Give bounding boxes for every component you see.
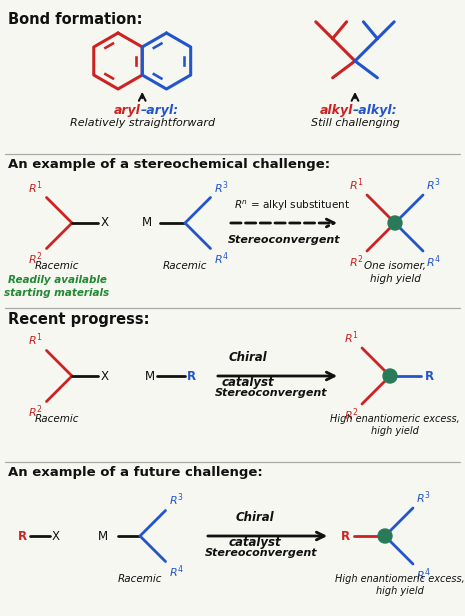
Text: –aryl:: –aryl: xyxy=(140,104,179,117)
Text: High enantiomeric excess,: High enantiomeric excess, xyxy=(330,414,460,424)
Text: Bond formation:: Bond formation: xyxy=(8,12,142,27)
Text: $\mathit{R}^4$: $\mathit{R}^4$ xyxy=(416,566,431,583)
Text: $R^n$ = alkyl substituent: $R^n$ = alkyl substituent xyxy=(234,198,350,213)
Text: alkyl: alkyl xyxy=(319,104,353,117)
Text: Racemic: Racemic xyxy=(35,261,79,271)
Text: Chiral: Chiral xyxy=(236,511,274,524)
Text: M: M xyxy=(145,370,155,383)
Text: $\mathit{R}^3$: $\mathit{R}^3$ xyxy=(426,176,441,193)
Text: catalyst: catalyst xyxy=(229,536,281,549)
Text: R: R xyxy=(187,370,196,383)
Text: An example of a stereochemical challenge:: An example of a stereochemical challenge… xyxy=(8,158,330,171)
Text: Recent progress:: Recent progress: xyxy=(8,312,150,327)
Text: M: M xyxy=(142,216,152,230)
Text: Readily available: Readily available xyxy=(7,275,106,285)
Text: Stereoconvergent: Stereoconvergent xyxy=(215,388,328,398)
Text: X: X xyxy=(52,530,60,543)
Text: Relatively straightforward: Relatively straightforward xyxy=(70,118,215,128)
Text: –alkyl:: –alkyl: xyxy=(353,104,398,117)
Text: Chiral: Chiral xyxy=(229,351,267,364)
Text: One isomer,: One isomer, xyxy=(364,261,426,271)
Text: X: X xyxy=(100,370,108,383)
Text: $\mathit{R}^2$: $\mathit{R}^2$ xyxy=(349,253,364,270)
Text: $\mathit{R}^3$: $\mathit{R}^3$ xyxy=(213,179,228,195)
Text: X: X xyxy=(100,216,108,230)
Text: $\mathit{R}^3$: $\mathit{R}^3$ xyxy=(416,489,431,506)
Text: $\mathit{R}^1$: $\mathit{R}^1$ xyxy=(28,332,42,349)
Text: $\mathit{R}^2$: $\mathit{R}^2$ xyxy=(345,406,359,423)
Circle shape xyxy=(378,529,392,543)
Text: $\mathit{R}^4$: $\mathit{R}^4$ xyxy=(426,253,441,270)
Text: Racemic: Racemic xyxy=(163,261,207,271)
Circle shape xyxy=(388,216,402,230)
Text: R: R xyxy=(18,530,27,543)
Text: catalyst: catalyst xyxy=(222,376,274,389)
Text: starting materials: starting materials xyxy=(5,288,110,298)
Circle shape xyxy=(383,369,397,383)
Text: R: R xyxy=(341,530,350,543)
Text: $\mathit{R}^2$: $\mathit{R}^2$ xyxy=(28,403,42,420)
Text: high yield: high yield xyxy=(376,586,424,596)
Text: $\mathit{R}^4$: $\mathit{R}^4$ xyxy=(168,564,184,580)
Text: $\mathit{R}^2$: $\mathit{R}^2$ xyxy=(28,251,42,267)
Text: An example of a future challenge:: An example of a future challenge: xyxy=(8,466,263,479)
Text: $\mathit{R}^4$: $\mathit{R}^4$ xyxy=(213,251,228,267)
Text: R: R xyxy=(425,370,434,383)
Text: High enantiomeric excess,: High enantiomeric excess, xyxy=(335,574,465,584)
Text: aryl: aryl xyxy=(113,104,140,117)
Text: M: M xyxy=(98,530,108,543)
Text: $\mathit{R}^1$: $\mathit{R}^1$ xyxy=(344,330,359,346)
Text: $\mathit{R}^3$: $\mathit{R}^3$ xyxy=(168,492,183,508)
Text: Racemic: Racemic xyxy=(118,574,162,584)
Text: Still challenging: Still challenging xyxy=(311,118,399,128)
Text: Stereoconvergent: Stereoconvergent xyxy=(228,235,341,245)
Text: high yield: high yield xyxy=(371,426,419,436)
Text: Racemic: Racemic xyxy=(35,414,79,424)
Text: Stereoconvergent: Stereoconvergent xyxy=(205,548,318,558)
Text: $\mathit{R}^1$: $\mathit{R}^1$ xyxy=(28,179,42,195)
Text: $\mathit{R}^1$: $\mathit{R}^1$ xyxy=(349,176,364,193)
Text: high yield: high yield xyxy=(370,274,420,284)
